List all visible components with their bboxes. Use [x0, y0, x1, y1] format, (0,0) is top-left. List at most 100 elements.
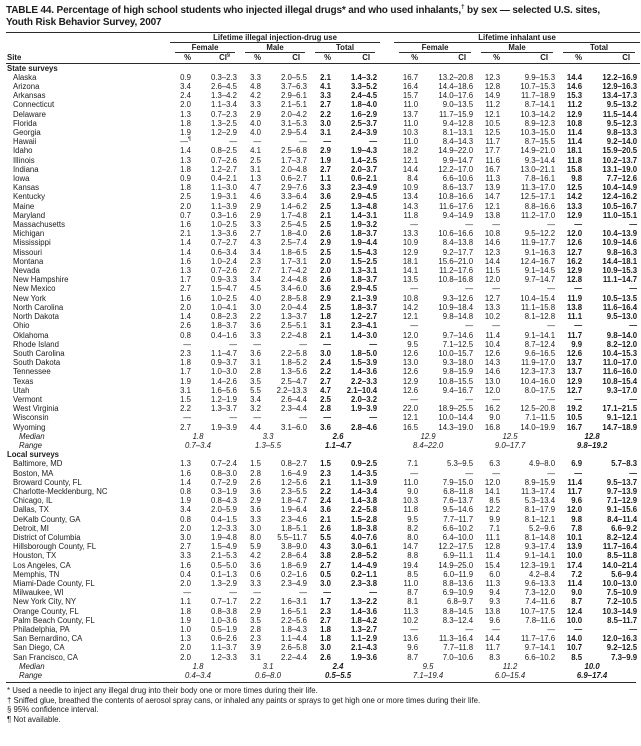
- table-row: Baltimore, MD 1.3 0.7–2.4 1.5 0.8–2.7 1.5 0.9–…: [6, 459, 640, 468]
- value-cell: —: [410, 284, 419, 294]
- value-cell: 0.7–2.6: [210, 266, 237, 276]
- value-cell: 13.5: [402, 275, 419, 285]
- value-cell: 2.5: [320, 201, 331, 211]
- value-cell: 12.9: [566, 210, 583, 220]
- site-cell: Arizona: [13, 82, 40, 92]
- title-part1: TABLE 44. Percentage of high school stud…: [6, 5, 346, 16]
- value-cell: 12.6: [566, 348, 583, 358]
- value-cell: 3.4: [250, 394, 261, 404]
- value-cell: 3.9: [250, 643, 261, 653]
- value-cell: 16.5: [402, 422, 419, 432]
- value-cell: 9.4–12.8: [442, 118, 474, 128]
- value-cell: 2.6–4.5: [210, 82, 237, 92]
- value-cell: 12.9: [566, 109, 583, 119]
- summary-value-cell: 1.8: [192, 431, 204, 441]
- value-cell: 13.8: [484, 606, 501, 616]
- value-cell: 1.2–2.9: [210, 128, 237, 138]
- site-cell: Houston, TX: [13, 551, 57, 561]
- site-cell: Palm Beach County, FL: [13, 615, 95, 625]
- value-cell: 4.9–8.0: [529, 459, 556, 469]
- footnote: † Sniffed glue, breathed the contents of…: [7, 696, 636, 706]
- value-cell: 1.9: [180, 376, 191, 386]
- table-row: Oklahoma 0.8 0.4–1.6 3.3 2.2–4.8 2.1 1.4–3.0 12…: [6, 331, 640, 340]
- value-cell: 11.2–17.0: [520, 210, 556, 220]
- value-cell: 10.5–16.7: [602, 201, 638, 211]
- value-cell: 12.2–17.0: [438, 164, 474, 174]
- value-cell: 9.4: [489, 588, 501, 598]
- value-cell: 10.7: [566, 643, 583, 653]
- value-cell: 2.9–5.4: [280, 128, 307, 138]
- value-cell: 0.2–1.1: [351, 569, 378, 579]
- summary-label: Range: [19, 440, 42, 450]
- table-row: Arkansas 2.4 1.3–4.2 4.2 2.9–6.1 3.3 2.4–4.5 15…: [6, 91, 640, 100]
- site-cell: South Carolina: [13, 348, 65, 358]
- value-cell: 11.7: [485, 643, 501, 653]
- value-cell: 9.5–14.6: [442, 505, 474, 515]
- value-cell: 1.1–4.4: [280, 634, 307, 644]
- value-cell: 2.6–4.4: [280, 394, 307, 404]
- value-cell: 9.4–16.7: [442, 385, 474, 395]
- sex-header-total: Total: [310, 43, 380, 54]
- site-cell: Mississippi: [13, 238, 51, 248]
- value-cell: 12.1: [484, 109, 501, 119]
- title-part2: and who used inhalants,: [345, 5, 461, 16]
- value-cell: 14.9–22.0: [438, 146, 474, 156]
- value-cell: 2.8: [250, 468, 261, 478]
- value-cell: 8.5–11.7: [607, 615, 638, 625]
- group-gutter: [380, 82, 394, 91]
- value-cell: 2.1–10.4: [346, 385, 378, 395]
- value-cell: —: [253, 339, 261, 349]
- value-cell: 9.5–13.2: [606, 100, 638, 110]
- value-cell: 1.1–4.7: [210, 348, 237, 358]
- value-cell: 2.9–4.5: [351, 284, 378, 294]
- value-cell: 11.9–17.0: [520, 358, 556, 368]
- value-cell: 3.2: [250, 404, 261, 414]
- value-cell: 1.4: [180, 477, 191, 487]
- table-row: Charlotte-Mecklenburg, NC 0.8 0.3–1.9 3.6 2.…: [6, 487, 640, 496]
- value-cell: 15.8: [566, 164, 583, 174]
- value-cell: 12.6: [566, 238, 583, 248]
- value-cell: —: [629, 468, 638, 478]
- value-cell: 16.8: [484, 422, 501, 432]
- ci-column-header: CI§: [197, 53, 240, 64]
- value-cell: 8.1–13.1: [442, 128, 474, 138]
- sex-header-female: Female: [170, 43, 240, 54]
- value-cell: 18.1: [402, 256, 419, 266]
- value-cell: —: [323, 588, 331, 598]
- site-cell: Boston, MA: [13, 468, 54, 478]
- value-cell: 8.5: [571, 652, 583, 662]
- table-row: Connecticut 2.0 1.1–3.4 3.3 2.1–5.1 2.7 1.8–4.…: [6, 100, 640, 109]
- value-cell: 10.5: [484, 118, 501, 128]
- table-row: Vermont 1.5 1.2–1.9 3.4 2.6–4.4 2.5 2.0–3.2 — — —…: [6, 395, 640, 404]
- site-cell: North Dakota: [13, 312, 59, 322]
- table-title: TABLE 44. Percentage of high school stud…: [6, 4, 636, 17]
- value-cell: 13.3: [402, 229, 419, 239]
- table-row: Milwaukee, WI — — — — — — 8.7 6.9–10.9 9.4 7.3–12.…: [6, 588, 640, 597]
- site-col-spacer: [6, 33, 170, 43]
- value-cell: 2.7: [320, 164, 331, 174]
- footnotes: * Used a needle to inject any illegal dr…: [6, 682, 636, 724]
- value-cell: 1.3: [180, 634, 191, 644]
- value-cell: 5.5: [250, 385, 261, 395]
- value-cell: 2.9: [250, 210, 261, 220]
- value-cell: 4.0: [250, 128, 261, 138]
- sex-header-row: Female Male Total Female Male Total: [6, 43, 640, 54]
- value-cell: 1.5: [250, 459, 261, 469]
- value-cell: —: [229, 413, 237, 423]
- site-cell: Nevada: [13, 266, 40, 276]
- value-cell: 1.9–3.6: [351, 652, 378, 662]
- value-cell: 3.4: [250, 247, 261, 257]
- value-cell: 1.0: [180, 625, 191, 634]
- value-cell: 7.9–15.0: [442, 477, 474, 487]
- value-cell: 1.8: [180, 358, 191, 368]
- value-cell: 4.3: [320, 542, 331, 552]
- value-cell: —: [229, 339, 237, 349]
- value-cell: 11.9–17.7: [520, 238, 556, 248]
- site-cell: Florida: [13, 118, 37, 128]
- value-cell: 12.5: [566, 183, 583, 193]
- value-cell: 12.2: [484, 505, 501, 515]
- group-gutter: [380, 183, 394, 192]
- value-cell: —: [547, 321, 556, 331]
- value-cell: 8.9–15.9: [524, 477, 556, 487]
- value-cell: —: [465, 220, 474, 230]
